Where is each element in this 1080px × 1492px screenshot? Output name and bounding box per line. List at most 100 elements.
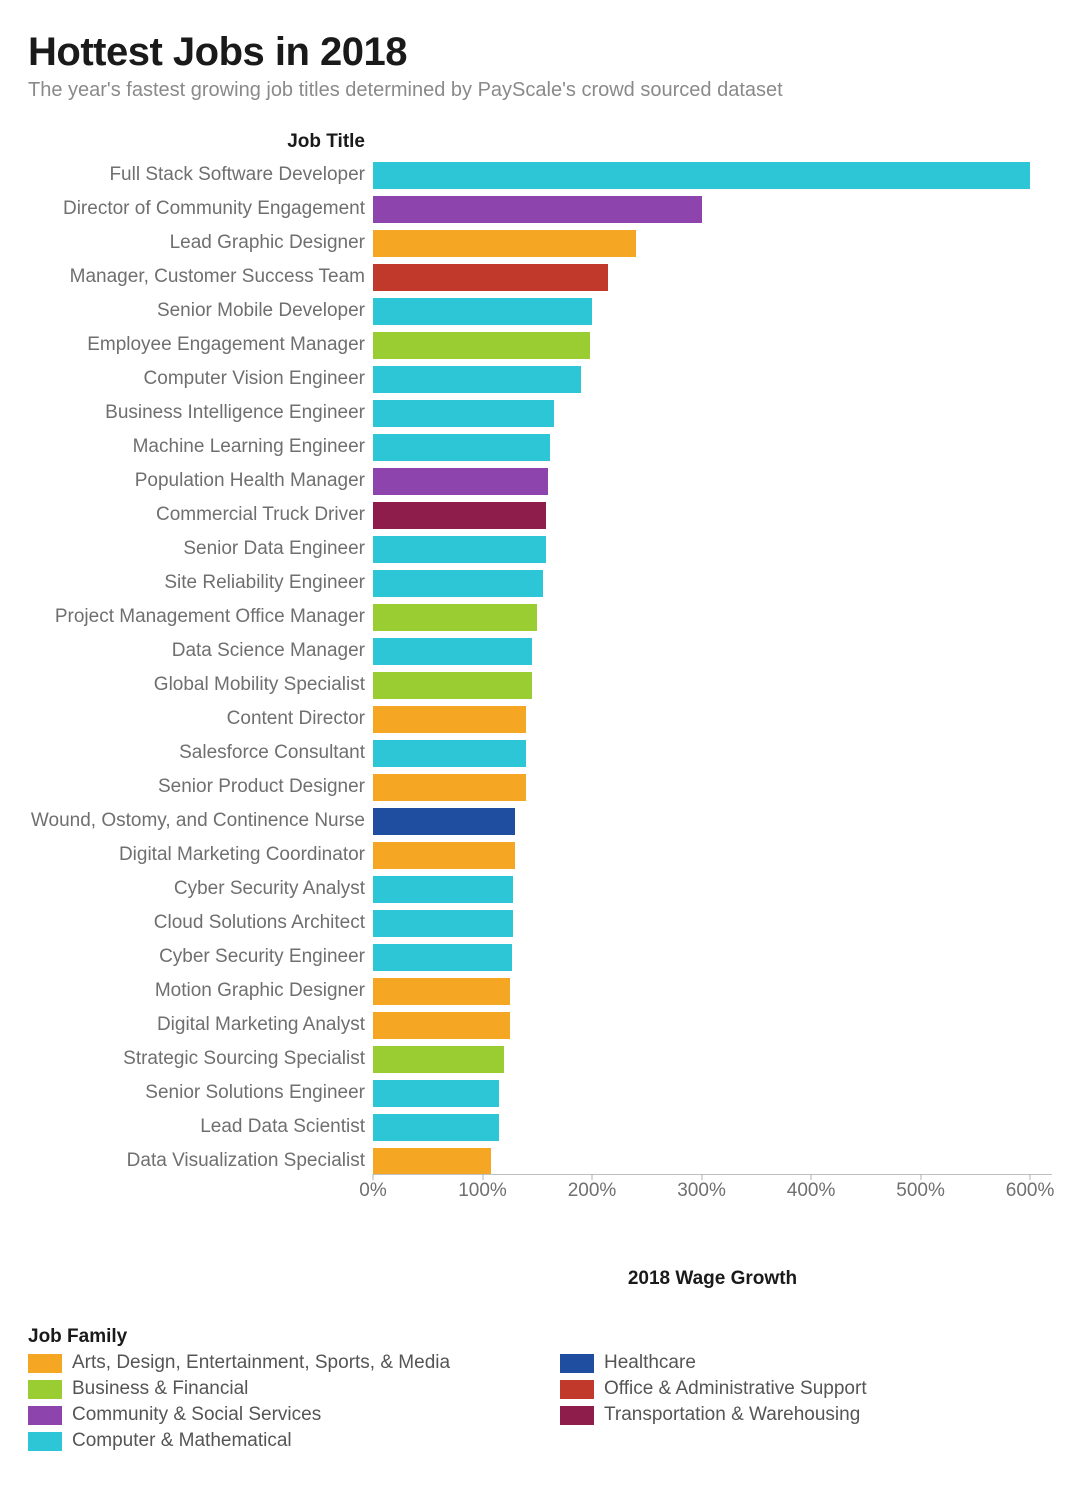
bar-row: [373, 1042, 1052, 1076]
legend-label: Community & Social Services: [72, 1404, 321, 1426]
bar: [373, 162, 1030, 189]
y-axis-label: Salesforce Consultant: [28, 736, 365, 770]
x-tick-label: 500%: [896, 1180, 945, 1202]
y-axis-label: Motion Graphic Designer: [28, 974, 365, 1008]
y-axis-label: Digital Marketing Coordinator: [28, 838, 365, 872]
y-axis-label: Machine Learning Engineer: [28, 430, 365, 464]
legend-item: Computer & Mathematical: [28, 1430, 520, 1452]
chart-area: Job Title Full Stack Software DeveloperD…: [28, 132, 1052, 1290]
y-axis-title: Job Title: [28, 132, 365, 158]
bar-row: [373, 974, 1052, 1008]
legend-swatch: [560, 1380, 594, 1399]
legend-item: Transportation & Warehousing: [560, 1404, 1052, 1426]
y-axis-label: Site Reliability Engineer: [28, 566, 365, 600]
bar: [373, 1114, 499, 1141]
y-axis-label: Employee Engagement Manager: [28, 328, 365, 362]
bar-row: [373, 362, 1052, 396]
bar-row: [373, 294, 1052, 328]
bar-row: [373, 906, 1052, 940]
bar: [373, 910, 513, 937]
bar-row: [373, 532, 1052, 566]
y-axis-label: Commercial Truck Driver: [28, 498, 365, 532]
legend-label: Business & Financial: [72, 1378, 248, 1400]
bar: [373, 842, 515, 869]
bar: [373, 332, 590, 359]
legend-swatch: [28, 1380, 62, 1399]
legend-label: Transportation & Warehousing: [604, 1404, 860, 1426]
y-axis-label: Director of Community Engagement: [28, 192, 365, 226]
legend-swatch: [28, 1354, 62, 1373]
y-axis-label: Manager, Customer Success Team: [28, 260, 365, 294]
bar-row: [373, 226, 1052, 260]
bar-row: [373, 736, 1052, 770]
legend-item: Community & Social Services: [28, 1404, 520, 1426]
bar: [373, 604, 537, 631]
y-axis-label: Cyber Security Engineer: [28, 940, 365, 974]
y-axis-label: Content Director: [28, 702, 365, 736]
bar: [373, 944, 512, 971]
bar: [373, 774, 526, 801]
y-axis-label: Digital Marketing Analyst: [28, 1008, 365, 1042]
y-axis-label: Business Intelligence Engineer: [28, 396, 365, 430]
y-axis-label: Senior Solutions Engineer: [28, 1076, 365, 1110]
y-axis-label: Computer Vision Engineer: [28, 362, 365, 396]
bar-row: [373, 872, 1052, 906]
x-axis-title: 2018 Wage Growth: [373, 1268, 1052, 1290]
chart-header: Hottest Jobs in 2018 The year's fastest …: [28, 30, 1052, 102]
bar-row: [373, 260, 1052, 294]
bar: [373, 978, 510, 1005]
bar-row: [373, 498, 1052, 532]
y-axis-label: Data Visualization Specialist: [28, 1144, 365, 1178]
bar: [373, 502, 546, 529]
bar: [373, 366, 581, 393]
y-axis-label: Senior Product Designer: [28, 770, 365, 804]
bar: [373, 264, 608, 291]
y-axis-label: Lead Graphic Designer: [28, 226, 365, 260]
y-axis-label: Senior Mobile Developer: [28, 294, 365, 328]
bar-row: [373, 702, 1052, 736]
y-axis-label: Cyber Security Analyst: [28, 872, 365, 906]
legend-item: Healthcare: [560, 1352, 1052, 1374]
bar: [373, 434, 550, 461]
bar-row: [373, 396, 1052, 430]
legend-swatch: [560, 1406, 594, 1425]
bar-row: [373, 770, 1052, 804]
y-axis-label: Strategic Sourcing Specialist: [28, 1042, 365, 1076]
bar: [373, 706, 526, 733]
bar-row: [373, 1110, 1052, 1144]
bar-row: [373, 1008, 1052, 1042]
bar: [373, 638, 532, 665]
legend-label: Office & Administrative Support: [604, 1378, 867, 1400]
bar: [373, 1046, 504, 1073]
bar: [373, 230, 636, 257]
legend-swatch: [28, 1406, 62, 1425]
x-tick-label: 400%: [787, 1180, 836, 1202]
x-tick-label: 0%: [359, 1180, 386, 1202]
y-axis-label: Wound, Ostomy, and Continence Nurse: [28, 804, 365, 838]
bar: [373, 196, 702, 223]
bar: [373, 672, 532, 699]
bar: [373, 1080, 499, 1107]
bar-row: [373, 838, 1052, 872]
legend-item: [560, 1430, 1052, 1452]
bar-row: [373, 804, 1052, 838]
bar-row: [373, 940, 1052, 974]
y-axis-label: Lead Data Scientist: [28, 1110, 365, 1144]
chart-subtitle: The year's fastest growing job titles de…: [28, 79, 1052, 102]
bar: [373, 400, 554, 427]
bar: [373, 740, 526, 767]
bar: [373, 468, 548, 495]
chart-title: Hottest Jobs in 2018: [28, 30, 1052, 75]
y-axis-label: Population Health Manager: [28, 464, 365, 498]
legend-label: Computer & Mathematical: [72, 1430, 292, 1452]
legend: Job Family Arts, Design, Entertainment, …: [28, 1326, 1052, 1452]
bar: [373, 1012, 510, 1039]
bar: [373, 570, 543, 597]
y-axis-label: Senior Data Engineer: [28, 532, 365, 566]
bar-row: [373, 328, 1052, 362]
bar: [373, 1148, 491, 1175]
x-tick-label: 200%: [568, 1180, 617, 1202]
bar-row: [373, 158, 1052, 192]
bar-row: [373, 566, 1052, 600]
legend-item: Business & Financial: [28, 1378, 520, 1400]
